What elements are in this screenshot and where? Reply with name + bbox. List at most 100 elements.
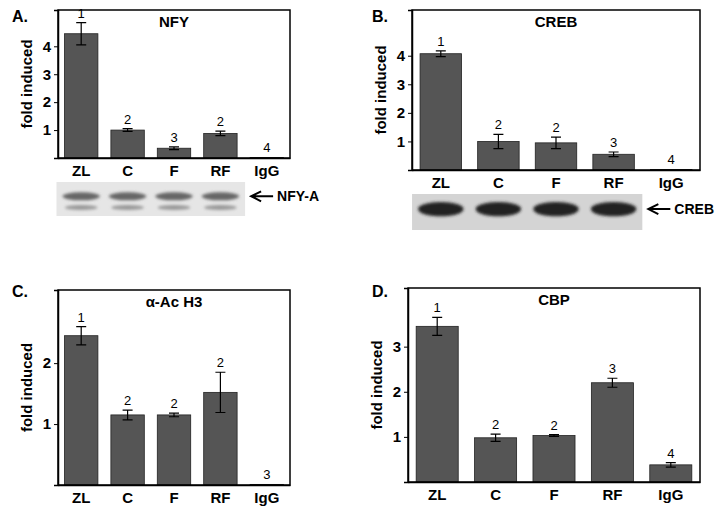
blot-band <box>62 192 99 200</box>
y-tick-label: 2 <box>43 93 51 110</box>
frame <box>412 10 700 170</box>
error-bar <box>169 413 179 417</box>
group-label: 1 <box>437 34 444 49</box>
x-axis-line <box>413 170 701 172</box>
y-axis-line <box>54 11 59 159</box>
panel-label: D. <box>372 283 388 300</box>
group-label: 3 <box>263 467 270 482</box>
group-label: 3 <box>610 135 617 150</box>
blot-band <box>109 192 146 200</box>
bar <box>591 383 633 482</box>
group-label: 2 <box>550 418 557 433</box>
x-tick-label: F <box>169 162 178 179</box>
x-tick-label: F <box>551 174 560 191</box>
x-tick: RF <box>210 485 230 506</box>
blot-band <box>65 205 98 210</box>
frame <box>408 288 700 482</box>
x-tick: IgG <box>659 170 684 191</box>
y-tick: 1 <box>393 428 408 445</box>
x-tick: IgG <box>254 485 279 506</box>
bar <box>204 133 237 158</box>
x-axis: ZLCFRFIgG <box>413 170 701 191</box>
title: α-Ac H3 <box>146 293 203 310</box>
y-label: fold induced <box>368 340 385 429</box>
error-bar <box>76 23 86 45</box>
x-tick: F <box>169 485 178 506</box>
blot-band <box>204 205 237 210</box>
y-tick: 1 <box>43 121 58 138</box>
x-tick: F <box>169 158 178 179</box>
bar <box>157 415 190 485</box>
y-tick: 4 <box>397 47 412 64</box>
y-tick-label: 2 <box>397 104 405 121</box>
error-bar <box>493 134 503 148</box>
y-tick-label: 1 <box>397 133 405 150</box>
x-tick: F <box>551 170 560 191</box>
y-label: fold induced <box>372 45 389 134</box>
blot-background <box>412 194 642 230</box>
blot-band <box>155 192 192 200</box>
x-tick-label: ZL <box>428 486 446 503</box>
panel-label: A. <box>12 8 28 25</box>
panel: 123ZLCFRFIgGfold inducedCBPD.12234 <box>368 283 701 503</box>
error-bar <box>436 51 446 57</box>
bar <box>420 54 461 170</box>
bar <box>111 130 144 158</box>
plot-area <box>416 317 692 482</box>
y-tick: 1 <box>43 415 58 432</box>
group-label: 1 <box>78 6 85 21</box>
y-axis: 1 2 3 4 <box>43 11 59 159</box>
x-tick-label: C <box>122 162 133 179</box>
x-tick: ZL <box>432 170 450 191</box>
y-tick-label: 1 <box>43 121 51 138</box>
y-tick-label: 3 <box>397 76 405 93</box>
y-tick: 2 <box>43 93 58 110</box>
x-tick-label: C <box>490 486 501 503</box>
group-label: 3 <box>609 361 616 376</box>
y-tick-label: 3 <box>43 66 51 83</box>
x-axis-line <box>409 482 701 484</box>
x-tick: C <box>122 485 133 506</box>
blot-band <box>591 202 636 216</box>
y-tick-label: 2 <box>393 383 401 400</box>
y-tick-mark <box>54 130 58 131</box>
group-label: 1 <box>78 310 85 325</box>
y-tick: 4 <box>43 38 58 55</box>
bar <box>533 436 575 482</box>
bar <box>475 438 517 482</box>
group-label: 2 <box>217 114 224 129</box>
y-tick-label: 1 <box>43 415 51 432</box>
error-bar <box>169 147 179 150</box>
blot-band <box>111 205 144 210</box>
y-label: fold induced <box>18 343 35 432</box>
y-axis-line <box>404 289 409 483</box>
x-tick-label: F <box>549 486 558 503</box>
group-label: 4 <box>668 152 675 167</box>
panel: 1234ZLCFRFIgGfold inducedCREBB.12234CREB <box>372 8 714 230</box>
y-axis: 12 <box>43 291 59 486</box>
plot-area <box>420 51 692 170</box>
error-bar <box>76 327 86 345</box>
x-tick: ZL <box>72 485 90 506</box>
x-axis: ZLCFRFIgG <box>409 482 701 503</box>
y-tick-mark <box>404 392 408 393</box>
x-tick-label: RF <box>604 174 624 191</box>
y-tick: 3 <box>43 66 58 83</box>
bar <box>64 336 97 485</box>
x-tick-label: RF <box>602 486 622 503</box>
x-tick: IgG <box>254 158 279 179</box>
error-bar <box>549 435 559 437</box>
y-tick: 3 <box>393 338 408 355</box>
x-tick: ZL <box>72 158 90 179</box>
y-tick-mark <box>54 102 58 103</box>
group-label: 2 <box>492 417 499 432</box>
panel: 12ZLCFRFIgGfold inducedα-Ac H3C.12223 <box>12 283 291 506</box>
blot <box>412 194 670 230</box>
x-tick: F <box>549 482 558 503</box>
panel-label: C. <box>12 283 28 300</box>
x-tick-label: ZL <box>72 162 90 179</box>
blot-arrow <box>251 191 273 201</box>
y-tick-mark <box>54 363 58 364</box>
y-tick-label: 2 <box>43 354 51 371</box>
blot-arrow <box>648 204 670 214</box>
